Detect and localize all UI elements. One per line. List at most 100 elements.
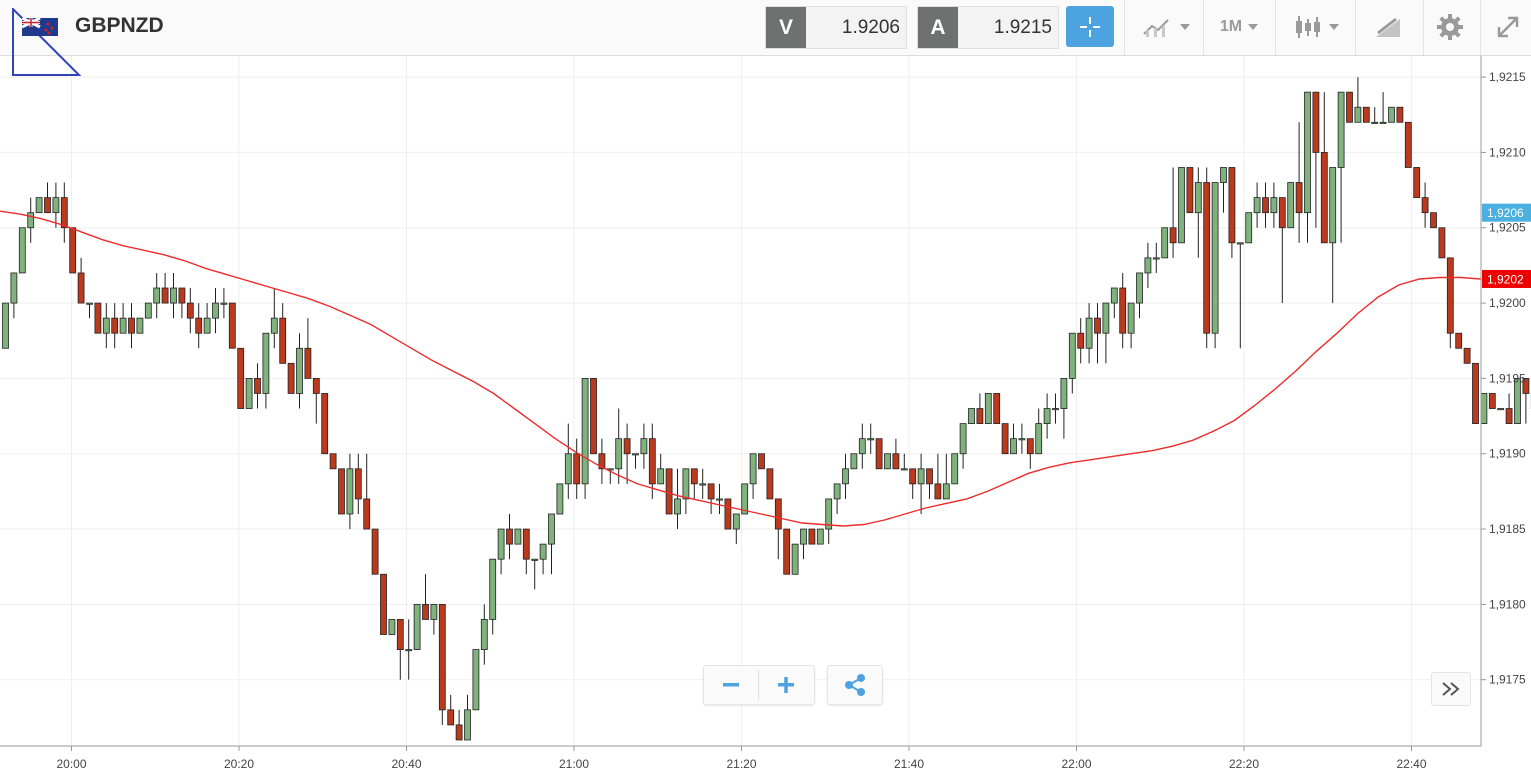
candle-body-up: [1220, 167, 1227, 183]
candle-body-up: [833, 483, 841, 500]
candle: [195, 303, 203, 349]
candle-body-up: [388, 619, 396, 635]
candle: [77, 257, 85, 304]
indicators-chevron-icon: [1180, 23, 1190, 30]
x-tick-label: 21:20: [726, 757, 756, 771]
candle: [371, 528, 379, 575]
candle-body-up: [850, 453, 858, 470]
buy-quote-button[interactable]: A 1.9215: [917, 6, 1059, 49]
candle-body-up: [951, 453, 959, 485]
candle: [892, 438, 900, 470]
time-axis: 20:00 20:20 20:40 21:00 21:20 21:40 22:00 22:20…: [0, 745, 1481, 771]
indicators-button[interactable]: [1136, 6, 1196, 47]
candle-body-down: [926, 468, 933, 485]
candle-body-up: [2, 302, 9, 349]
candle: [128, 303, 135, 349]
buy-price: 1.9215: [993, 17, 1052, 38]
candle-body-down: [1463, 347, 1471, 364]
candle-body-up: [405, 649, 413, 652]
candle-body-down: [1522, 378, 1530, 394]
candle: [842, 453, 849, 499]
candle-body-down: [371, 528, 379, 575]
candle: [564, 423, 572, 499]
candle-body-up: [825, 498, 833, 530]
candle-body-down: [506, 528, 513, 545]
candle: [1026, 438, 1034, 469]
candle: [590, 378, 597, 455]
candle-body-up: [430, 603, 438, 620]
crosshair-button[interactable]: [1066, 6, 1114, 47]
candle-body-up: [119, 317, 127, 334]
candle-body-down: [1077, 332, 1085, 349]
candle-body-up: [10, 272, 18, 304]
zoom-in-button[interactable]: [759, 666, 813, 704]
candle: [86, 302, 93, 319]
candle-body-down: [338, 468, 345, 515]
timeframe-button[interactable]: 1M: [1210, 6, 1268, 47]
candle: [1220, 167, 1227, 213]
candle: [102, 303, 110, 349]
candle-body-up: [984, 393, 992, 424]
timeframe-label: 1M: [1219, 17, 1243, 35]
candle: [363, 453, 371, 530]
candle: [1203, 167, 1211, 349]
y-tick-label: 1,9215: [1489, 70, 1526, 84]
zoom-out-button[interactable]: [704, 666, 758, 704]
candle-body-down: [111, 317, 119, 334]
candle: [405, 619, 413, 680]
expand-button[interactable]: [1486, 6, 1530, 47]
x-tick-label: 22:20: [1229, 757, 1259, 771]
candle: [1505, 393, 1513, 424]
candle-body-up: [1085, 317, 1093, 349]
candle: [136, 317, 144, 334]
scroll-to-latest-button[interactable]: [1431, 672, 1471, 706]
candle-body-up: [35, 197, 43, 214]
candle: [993, 393, 1001, 424]
candle-body-down: [1446, 257, 1454, 334]
sell-quote-button[interactable]: V 1.9206: [765, 6, 907, 49]
candle-body-up: [52, 197, 60, 214]
price-tags: 1,9206 1,9202: [1482, 203, 1531, 288]
candle: [203, 303, 211, 334]
candle: [304, 318, 312, 379]
candle: [1497, 408, 1505, 411]
settings-button[interactable]: [1428, 6, 1472, 47]
candle: [1127, 302, 1135, 349]
candle: [447, 694, 455, 726]
drawing-tools-button[interactable]: [1362, 6, 1414, 47]
candle-body-up: [1144, 257, 1152, 274]
y-tick-label: 1,9180: [1489, 597, 1526, 611]
candle: [346, 453, 354, 530]
candle: [699, 468, 707, 499]
candle-body-up: [548, 513, 555, 545]
instrument-symbol[interactable]: GBPNZD: [75, 14, 164, 37]
candlestick-type-icon: [1296, 15, 1320, 38]
candle-body-up: [816, 528, 824, 545]
candle: [1001, 423, 1009, 455]
candle: [682, 468, 690, 514]
candle: [1413, 167, 1421, 199]
candle-body-up: [1068, 332, 1076, 379]
candle: [1270, 182, 1278, 228]
share-icon: [845, 674, 865, 696]
candle-body-down: [934, 483, 942, 500]
candle: [186, 288, 194, 334]
candle: [455, 709, 463, 741]
candle-body-up: [1035, 423, 1043, 455]
candle-body-up: [959, 423, 967, 455]
candle-body-down: [1312, 91, 1320, 153]
candle-body-down: [44, 197, 51, 214]
candle-body-down: [1278, 197, 1286, 229]
candle-body-down: [598, 453, 606, 470]
candle-body-up: [1371, 121, 1379, 124]
candle: [539, 543, 547, 575]
share-button[interactable]: [827, 665, 883, 705]
candle-body-up: [102, 317, 110, 334]
candle-body-up: [514, 528, 522, 545]
candle-body-up: [86, 302, 93, 305]
candle: [926, 468, 933, 499]
price-tag-label: 1,9202: [1487, 272, 1524, 286]
chart-type-button[interactable]: [1285, 6, 1347, 47]
candle: [254, 363, 261, 409]
